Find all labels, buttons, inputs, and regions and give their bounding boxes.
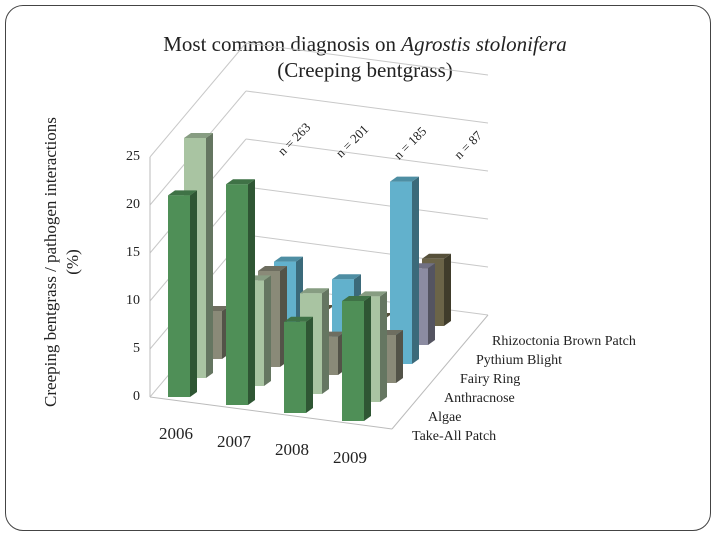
annotation: n = 263 (275, 120, 314, 159)
bar-face (322, 288, 329, 394)
bar (342, 296, 371, 421)
annotation: n = 185 (391, 124, 430, 163)
bar-face (380, 291, 387, 402)
x-tick-label: 2008 (275, 440, 309, 459)
chart-subtitle: (Creeping bentgrass) (277, 58, 453, 82)
bar-face (226, 179, 255, 185)
y-tick-label: 0 (133, 389, 140, 404)
bar (390, 176, 419, 364)
slide-frame (5, 5, 711, 531)
bar-face (306, 316, 313, 413)
y-tick-label: 20 (126, 197, 140, 212)
series-label: Rhizoctonia Brown Patch (492, 334, 636, 349)
bar-face (342, 301, 364, 421)
bar-face (428, 263, 435, 345)
bar-face (264, 275, 271, 386)
bar-face (190, 190, 197, 397)
y-tick-label: 5 (133, 341, 140, 356)
chart-title: Most common diagnosis on Agrostis stolon… (163, 32, 567, 56)
y-tick-label: 10 (126, 293, 140, 308)
floor-edge (391, 314, 489, 430)
bar-face (184, 133, 213, 138)
bar-face (422, 253, 451, 259)
bar (226, 179, 255, 405)
bar-face (168, 195, 190, 397)
bar-face (274, 256, 303, 262)
grid-line (245, 90, 489, 124)
y-axis-title: (%) (63, 249, 82, 274)
annotation: n = 87 (451, 127, 486, 162)
floor-edge (149, 396, 393, 430)
series-label: Anthracnose (444, 391, 515, 406)
bar-face (284, 316, 313, 322)
bar-face (358, 291, 387, 297)
bar-face (332, 274, 361, 280)
bar-face (390, 181, 412, 364)
series-label: Fairy Ring (460, 372, 520, 387)
y-axis-title: Creeping bentgrass / pathogen interactio… (41, 117, 60, 407)
bar-face (364, 296, 371, 421)
bar-face (206, 133, 213, 378)
bar-face (284, 321, 306, 413)
y-tick-label: 25 (126, 149, 140, 164)
grid-line (245, 42, 489, 76)
bar-face (342, 296, 371, 301)
grid-line (245, 186, 489, 220)
bar-face (168, 190, 197, 196)
x-tick-label: 2007 (217, 432, 252, 451)
series-label: Take-All Patch (412, 429, 496, 444)
grid-line (149, 42, 247, 158)
x-tick-label: 2006 (159, 424, 193, 443)
bar (168, 190, 197, 397)
bar (284, 316, 313, 413)
x-tick-label: 2009 (333, 448, 367, 467)
series-label: Algae (428, 410, 461, 425)
bar-face (390, 176, 419, 182)
bar-face (248, 179, 255, 405)
series-label: Pythium Blight (476, 353, 562, 368)
bar-face (444, 253, 451, 326)
bar-face (396, 330, 403, 383)
bar-face (300, 288, 329, 294)
y-tick-label: 15 (126, 245, 140, 260)
bar-face (258, 266, 287, 271)
bar-face (412, 176, 419, 364)
bar-face (226, 184, 248, 405)
title-italic: Agrostis stolonifera (399, 32, 567, 56)
title-text: Most common diagnosis on (163, 32, 396, 56)
grid-line (245, 138, 489, 172)
